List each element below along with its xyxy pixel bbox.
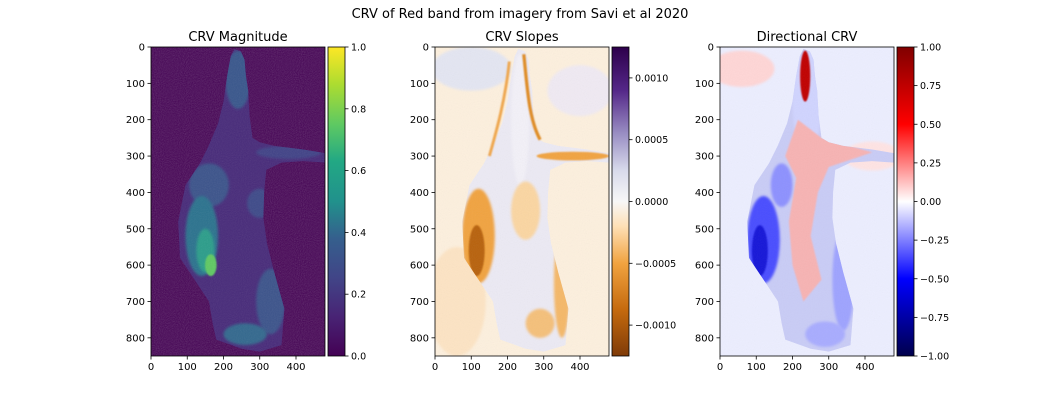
y-tick-label: 100 [695, 79, 714, 90]
colorbar-tick-label: 0.00 [920, 197, 941, 208]
x-tick-label: 0 [148, 362, 154, 373]
y-tick-label: 200 [695, 115, 714, 126]
colorbar-tick-label: −1.00 [920, 352, 949, 363]
y-tick-label: 300 [410, 152, 429, 163]
colorbar-tick-label: 0.8 [351, 104, 366, 115]
y-tick-label: 200 [410, 115, 429, 126]
y-tick-label: 200 [126, 115, 145, 126]
heatmap-image [720, 47, 894, 356]
colorbar [897, 47, 914, 356]
panel-directional-crv: Directional CRV 0 100 200 300 400 0 100 200 300 4… [695, 30, 949, 373]
colorbar-tick-label: 1.00 [920, 43, 941, 54]
colorbar-tick-label: 0.0000 [635, 197, 668, 208]
y-tick-label: 100 [126, 79, 145, 90]
x-tick-label: 100 [178, 362, 197, 373]
colorbar-tick-label: −0.0010 [635, 321, 676, 332]
x-tick-label: 300 [534, 362, 553, 373]
panel-crv-magnitude: CRV Magnitude 0 100 200 300 400 0 100 200 300 400… [126, 30, 366, 373]
y-tick-label: 400 [695, 188, 714, 199]
y-tick-label: 700 [126, 297, 145, 308]
colorbar-tick-label: 0.50 [920, 120, 941, 131]
panel-title: CRV Magnitude [188, 30, 287, 45]
x-tick-label: 200 [498, 362, 517, 373]
y-tick-label: 800 [126, 333, 145, 344]
colorbar [328, 47, 345, 356]
y-tick-label: 400 [126, 188, 145, 199]
x-tick-label: 100 [462, 362, 481, 373]
colorbar-tick-label: 0.75 [920, 81, 941, 92]
y-tick-label: 600 [695, 261, 714, 272]
colorbar-tick-label: −0.0005 [635, 259, 676, 270]
x-tick-label: 400 [286, 362, 305, 373]
x-tick-label: 300 [819, 362, 838, 373]
y-tick-label: 600 [410, 261, 429, 272]
plot-frame [150, 46, 326, 357]
x-tick-label: 0 [717, 362, 723, 373]
x-tick-label: 200 [783, 362, 802, 373]
colorbar-frame [327, 46, 346, 357]
y-tick-label: 300 [126, 152, 145, 163]
x-tick-label: 300 [250, 362, 269, 373]
colorbar-tick-label: −0.50 [920, 274, 949, 285]
x-tick-label: 400 [855, 362, 874, 373]
y-tick-label: 500 [695, 224, 714, 235]
colorbar [612, 47, 629, 356]
y-tick-label: 500 [126, 224, 145, 235]
plot-frame [719, 46, 895, 357]
colorbar-tick-label: −0.25 [920, 236, 949, 247]
figure-suptitle: CRV of Red band from imagery from Savi e… [352, 7, 689, 22]
panel-title: CRV Slopes [485, 30, 558, 45]
y-tick-label: 700 [695, 297, 714, 308]
heatmap-image [435, 47, 609, 356]
colorbar-tick-label: 0.0 [351, 352, 366, 363]
colorbar-tick-label: 1.0 [351, 43, 366, 54]
colorbar-tick-label: 0.0005 [635, 135, 668, 146]
y-tick-label: 600 [126, 261, 145, 272]
y-tick-label: 800 [410, 333, 429, 344]
colorbar-tick-label: 0.4 [351, 228, 366, 239]
y-tick-label: 700 [410, 297, 429, 308]
colorbar-tick-label: 0.6 [351, 166, 366, 177]
x-tick-label: 100 [747, 362, 766, 373]
y-tick-label: 500 [410, 224, 429, 235]
panel-title: Directional CRV [757, 30, 858, 45]
y-tick-label: 800 [695, 333, 714, 344]
y-tick-label: 0 [423, 43, 429, 54]
colorbar-tick-label: 0.2 [351, 290, 366, 301]
x-tick-label: 0 [432, 362, 438, 373]
y-tick-label: 400 [410, 188, 429, 199]
colorbar-tick-label: 0.25 [920, 158, 941, 169]
y-tick-label: 0 [708, 43, 714, 54]
x-tick-label: 400 [570, 362, 589, 373]
panel-crv-slopes: CRV Slopes 0 100 200 300 400 0 100 200 300 400 500… [410, 30, 676, 373]
colorbar-tick-label: −0.75 [920, 313, 949, 324]
plot-frame [434, 46, 610, 357]
colorbar-tick-label: 0.0010 [635, 73, 668, 84]
y-tick-label: 100 [410, 79, 429, 90]
x-tick-label: 200 [214, 362, 233, 373]
heatmap-image [151, 47, 325, 356]
y-tick-label: 300 [695, 152, 714, 163]
y-tick-label: 0 [139, 43, 145, 54]
